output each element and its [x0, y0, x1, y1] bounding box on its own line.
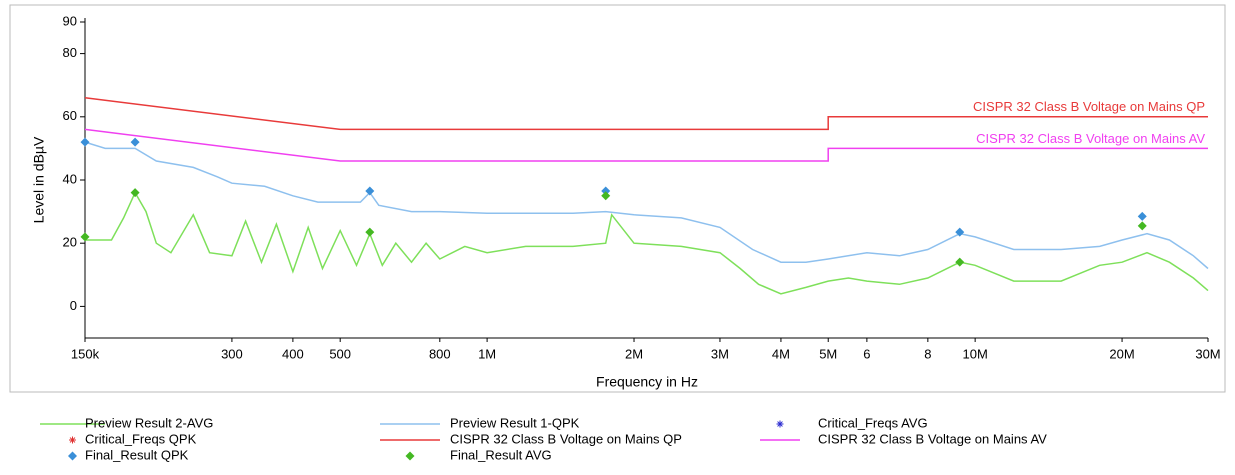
y-tick-label: 0 — [70, 298, 77, 313]
x-tick-label: 20M — [1109, 346, 1134, 361]
x-tick-label: 8 — [924, 346, 931, 361]
legend-label: Final_Result AVG — [450, 447, 552, 462]
legend-swatch — [69, 436, 76, 444]
line-label: CISPR 32 Class B Voltage on Mains AV — [976, 131, 1205, 146]
x-tick-label: 10M — [962, 346, 987, 361]
data-point — [130, 137, 140, 147]
x-tick-label: 2M — [625, 346, 643, 361]
legend-label: CISPR 32 Class B Voltage on Mains AV — [818, 431, 1047, 446]
legend-label: Final_Result QPK — [85, 447, 189, 462]
series-line — [85, 190, 1209, 295]
data-point — [80, 137, 90, 147]
y-axis-title: Level in dBµV — [31, 136, 47, 223]
chart-frame — [9, 4, 1226, 393]
y-tick-label: 40 — [63, 171, 77, 186]
legend-swatch — [68, 451, 77, 461]
legend-swatch — [776, 420, 784, 428]
legend-label: Critical_Freqs QPK — [85, 431, 197, 446]
data-point — [1137, 211, 1147, 221]
x-tick-label: 4M — [772, 346, 790, 361]
data-point — [955, 257, 965, 267]
data-point — [601, 186, 611, 196]
series-line — [84, 141, 1209, 270]
x-tick-label: 30M — [1195, 346, 1220, 361]
series-line — [84, 97, 1208, 131]
y-tick-label: 60 — [63, 108, 77, 123]
x-tick-label: 150k — [71, 346, 100, 361]
x-tick-label: 5M — [819, 346, 837, 361]
x-tick-label: 400 — [282, 346, 304, 361]
y-tick-label: 80 — [63, 45, 77, 60]
y-tick-label: 90 — [63, 13, 77, 28]
line-label: CISPR 32 Class B Voltage on Mains QP — [973, 99, 1205, 114]
data-point — [365, 186, 375, 196]
legend-label: CISPR 32 Class B Voltage on Mains QP — [450, 431, 682, 446]
x-tick-label: 800 — [429, 346, 451, 361]
x-axis-title: Frequency in Hz — [596, 374, 698, 390]
x-tick-label: 300 — [221, 346, 243, 361]
legend-label: Critical_Freqs AVG — [818, 415, 928, 430]
data-point — [365, 227, 375, 237]
series-line — [84, 128, 1208, 162]
x-tick-label: 3M — [711, 346, 729, 361]
x-tick-label: 1M — [478, 346, 496, 361]
data-point — [601, 191, 611, 201]
legend-label: Preview Result 1-QPK — [450, 415, 580, 430]
data-point — [80, 232, 90, 242]
y-tick-label: 20 — [63, 235, 77, 250]
x-tick-label: 500 — [329, 346, 351, 361]
x-tick-label: 6 — [863, 346, 870, 361]
legend-label: Preview Result 2-AVG — [85, 415, 213, 430]
data-point — [955, 227, 965, 237]
data-point — [1137, 221, 1147, 231]
legend-swatch — [405, 451, 415, 461]
data-point — [130, 188, 140, 198]
